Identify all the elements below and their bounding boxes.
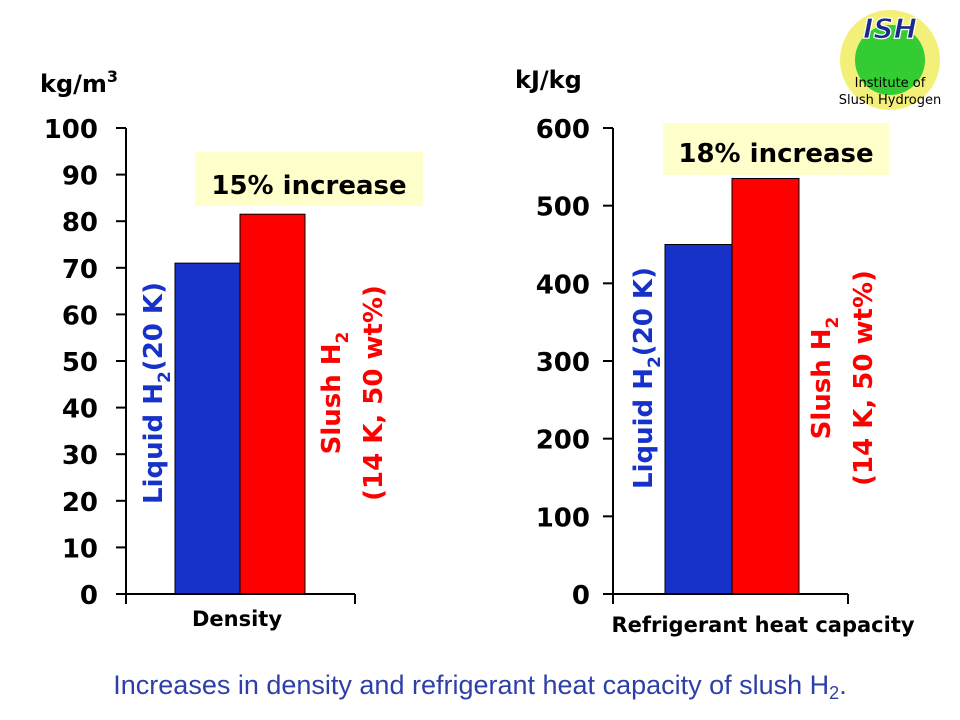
density-y-ticks: 0 10 20 30 40 50 60 70 80 90 100	[44, 115, 126, 611]
heat-y-ticks: 0 100 200 300 400 500 600	[536, 115, 613, 611]
heat-y-tick-label: 100	[536, 503, 590, 533]
logo-abbrev: ISH	[863, 12, 917, 45]
density-bar-liquid	[174, 262, 241, 595]
heat-bar-liquid	[664, 244, 733, 595]
heat-y-unit: kJ/kg	[515, 66, 582, 94]
ish-logo: ISH Institute of Slush Hydrogen	[839, 10, 941, 110]
density-y-tick-label: 0	[80, 581, 98, 611]
density-y-tick-label: 20	[62, 488, 98, 518]
heat-category-label: Refrigerant heat capacity	[611, 613, 914, 637]
caption-subscript: 2	[829, 683, 840, 703]
caption-text: Increases in density and refrigerant hea…	[113, 670, 830, 700]
density-y-tick-label: 10	[62, 534, 98, 564]
caption-end: .	[839, 670, 847, 700]
heat-y-tick-label: 500	[536, 193, 590, 223]
heat-y-tick-label: 600	[536, 115, 590, 145]
heat-annotation: 18% increase	[678, 139, 873, 169]
density-liquid-label: Liquid H2(20 K)	[139, 282, 175, 504]
density-y-tick-label: 90	[62, 162, 98, 192]
heat-y-tick-label: 400	[536, 270, 590, 300]
density-chart: kg/m3 0 10 20 30 40 50 60 70 80 90 100 15% increas…	[40, 67, 423, 631]
logo-line2: Slush Hydrogen	[839, 93, 941, 108]
density-y-tick-label: 60	[62, 301, 98, 331]
heat-y-tick-label: 200	[536, 426, 590, 456]
density-slush-label: Slush H2	[317, 332, 353, 455]
heat-capacity-chart: kJ/kg 0 100 200 300 400 500 600 18% increase R…	[515, 66, 915, 637]
heat-slush-label: Slush H2	[807, 317, 843, 440]
heat-slush-label-line2: (14 K, 50 wt%)	[849, 270, 879, 486]
logo-center	[855, 25, 925, 95]
heat-annotation-box	[663, 123, 889, 175]
heat-bar-slush	[731, 177, 800, 595]
density-annotation-box	[195, 152, 423, 206]
logo-line1: Institute of	[855, 76, 926, 91]
density-y-tick-label: 50	[62, 348, 98, 378]
figure-caption: Increases in density and refrigerant hea…	[0, 670, 960, 704]
density-annotation: 15% increase	[211, 171, 406, 201]
density-bar-slush	[239, 213, 306, 595]
density-y-tick-label: 30	[62, 441, 98, 471]
density-category-label: Density	[192, 607, 282, 631]
density-y-tick-label: 40	[62, 395, 98, 425]
heat-y-tick-label: 300	[536, 348, 590, 378]
density-y-unit: kg/m3	[40, 67, 118, 98]
heat-y-tick-label: 0	[572, 581, 590, 611]
density-y-tick-label: 80	[62, 208, 98, 238]
density-slush-label-line2: (14 K, 50 wt%)	[359, 285, 389, 501]
density-y-tick-label: 70	[62, 255, 98, 285]
density-y-tick-label: 100	[44, 115, 98, 145]
heat-liquid-label: Liquid H2(20 K)	[629, 267, 665, 489]
